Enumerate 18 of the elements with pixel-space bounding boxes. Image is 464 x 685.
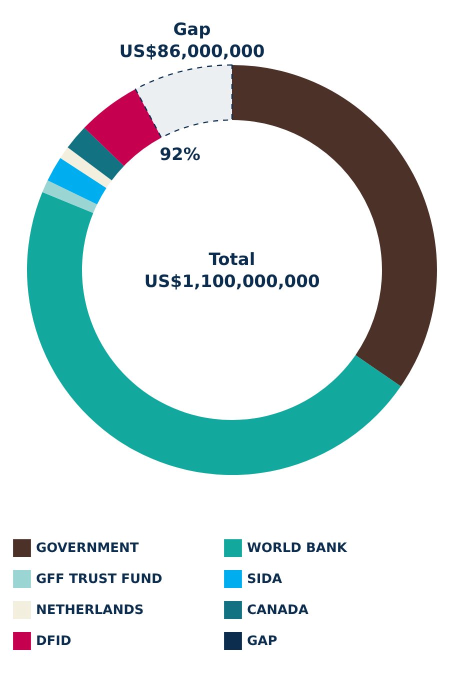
legend-label: SIDA	[247, 572, 282, 587]
donut-slice	[27, 192, 401, 475]
donut-slice	[60, 147, 112, 188]
legend-label: WORLD BANK	[247, 541, 348, 556]
donut-slice	[84, 89, 162, 166]
legend-label: GOVERNMENT	[36, 541, 139, 556]
donut-slice	[68, 128, 124, 180]
donut-slice	[48, 158, 106, 204]
donut-slice	[42, 180, 98, 214]
legend-label: NETHERLANDS	[36, 603, 144, 618]
text: Gap US$86,000,000	[119, 20, 265, 62]
text: 92%	[160, 145, 200, 165]
legend-label: GAP	[247, 634, 278, 649]
legend-label: GFF TRUST FUND	[36, 572, 162, 587]
text: Total US$1,100,000,000	[144, 250, 320, 292]
legend-label: CANADA	[247, 603, 308, 618]
legend-label: DFID	[36, 634, 72, 649]
donut-slice	[134, 64, 233, 138]
